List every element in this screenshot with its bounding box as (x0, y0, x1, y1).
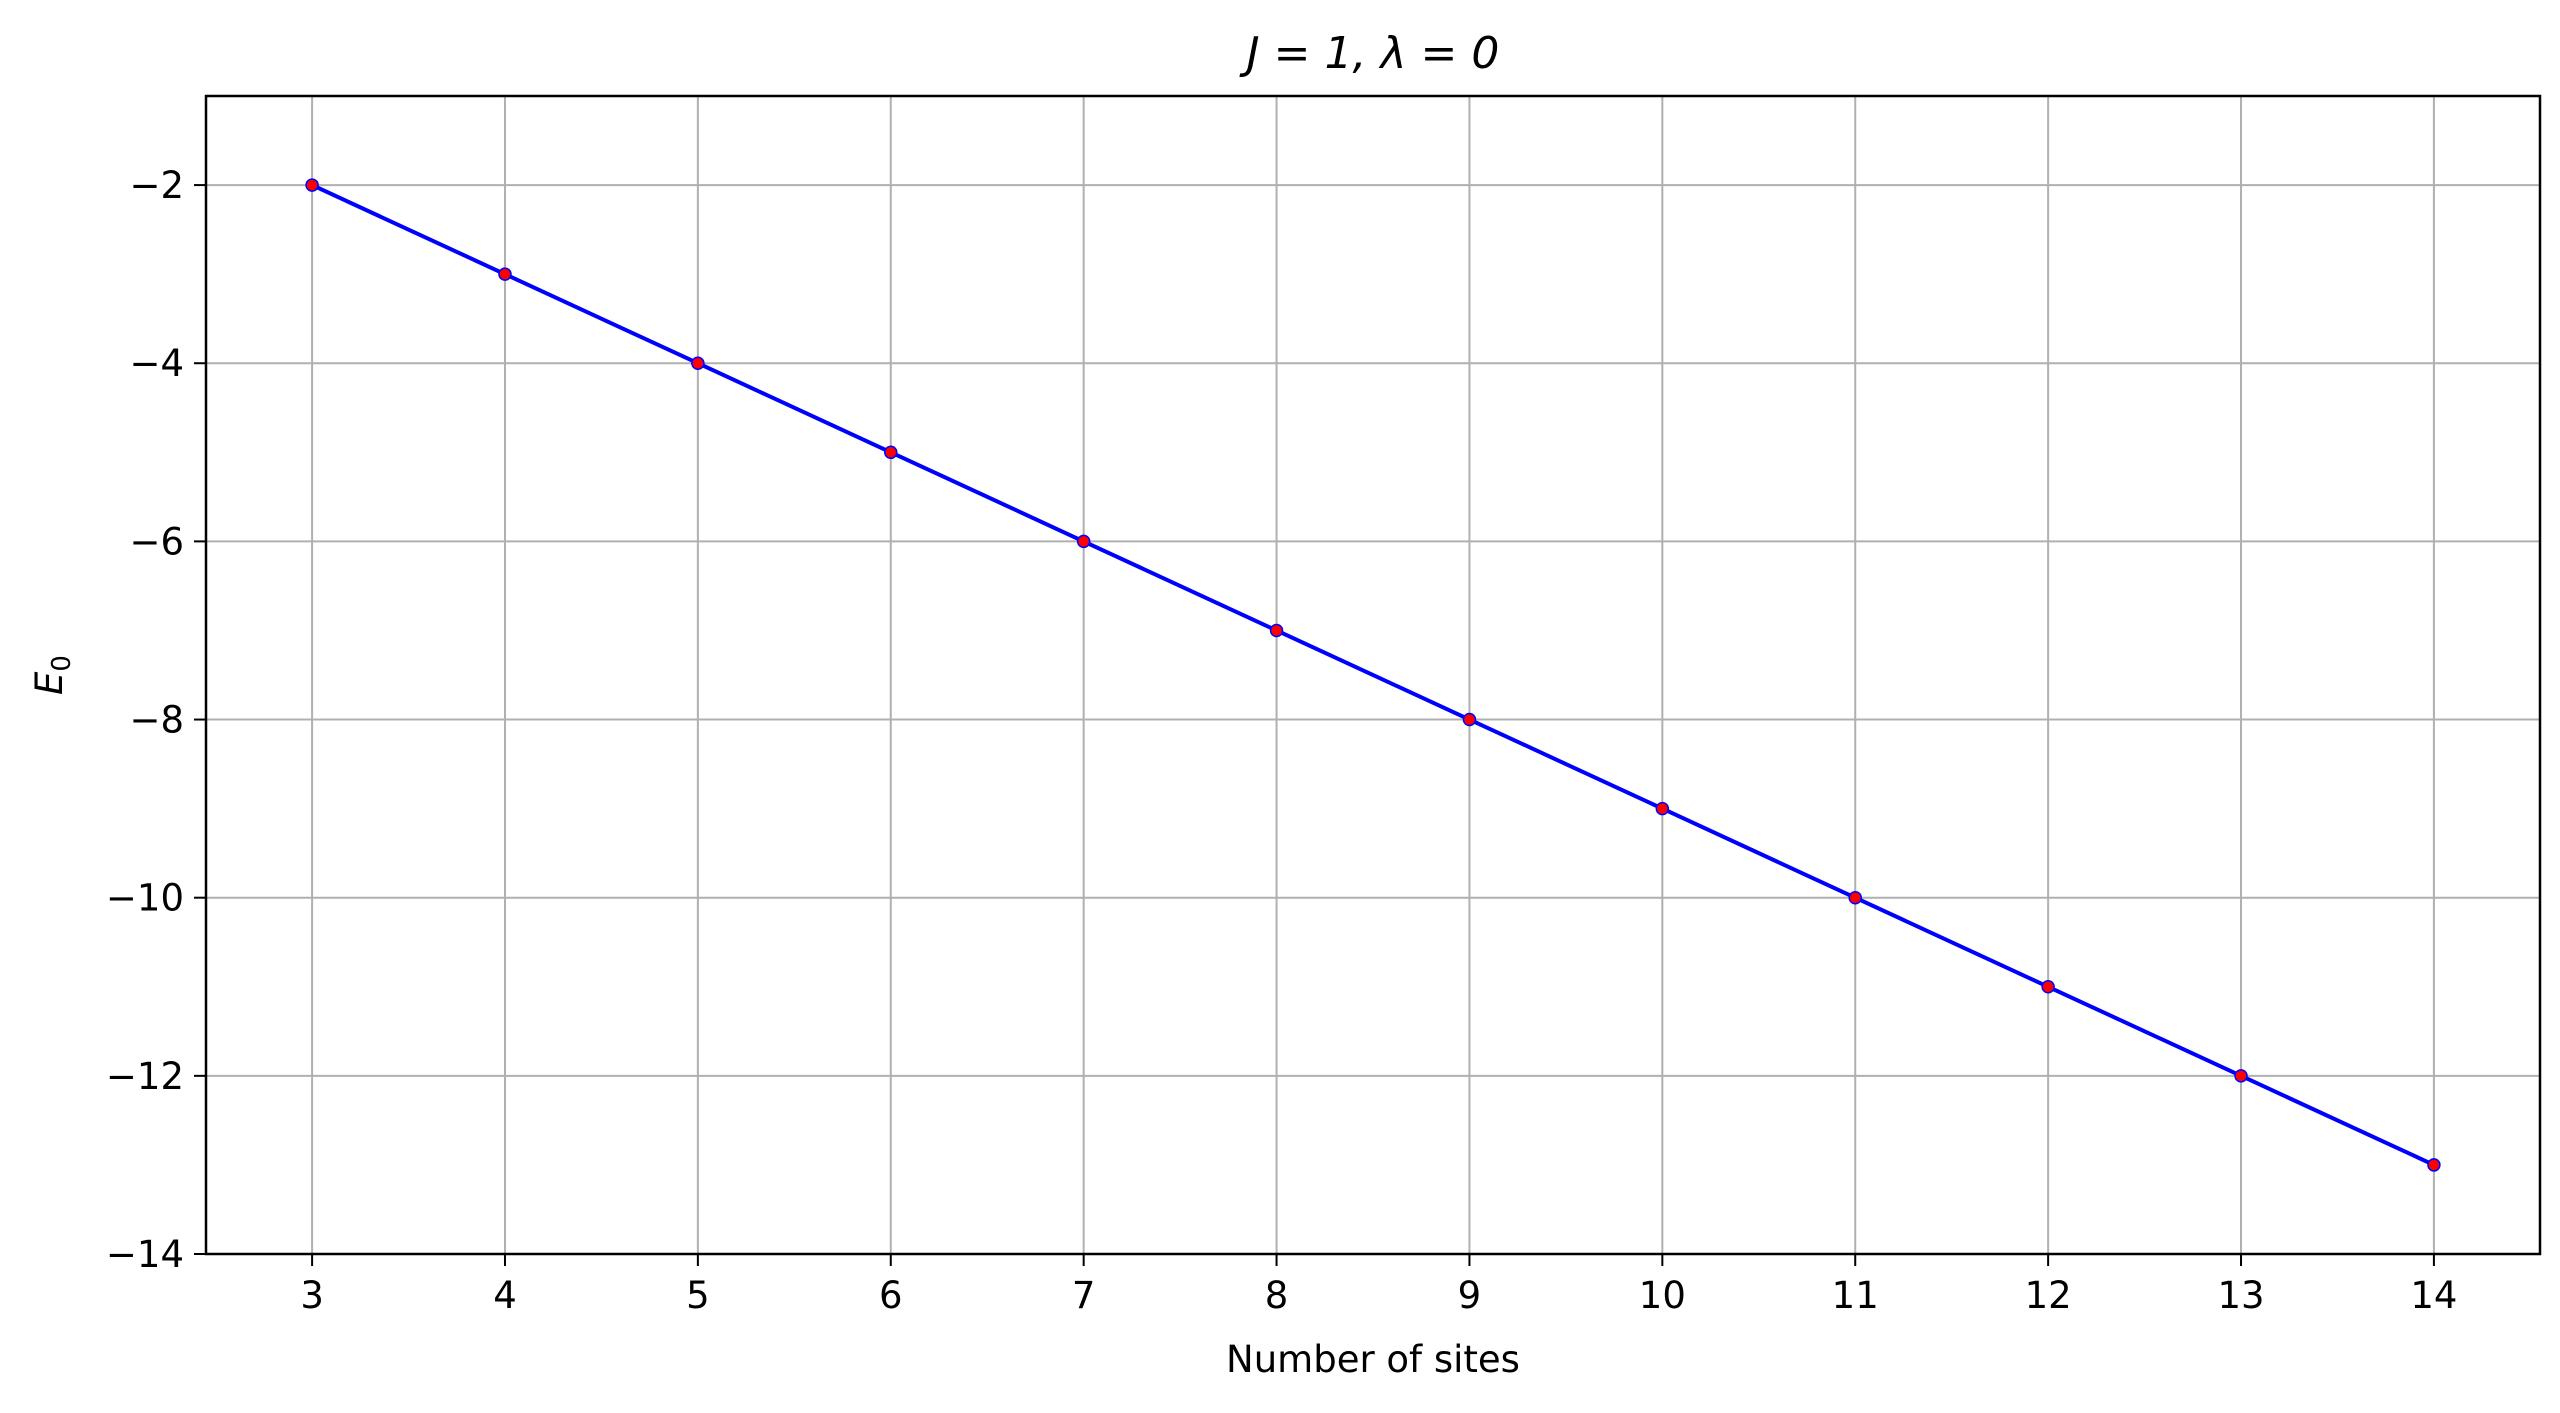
data-point (1655, 801, 1670, 816)
x-axis-label: Number of sites (1226, 1338, 1520, 1381)
y-axis-label-main: E (28, 671, 71, 695)
x-tick-label: 10 (1639, 1274, 1686, 1317)
data-point (2041, 980, 2055, 994)
ticks: 3 4 5 6 7 8 9 10 11 12 13 14 −14 −12 −10 −8 −6 −4 −2 (106, 164, 2458, 1317)
chart-title: J = 1, λ = 0 (1239, 28, 1500, 79)
data-point (1269, 623, 1284, 638)
x-tick-label: 12 (2025, 1274, 2072, 1317)
x-tick-label: 14 (2410, 1274, 2457, 1317)
data-point (884, 445, 898, 460)
y-tick-label: −8 (129, 699, 184, 742)
y-tick-label: −14 (106, 1233, 184, 1276)
data-point (2234, 1069, 2248, 1083)
data-point (2427, 1158, 2441, 1172)
y-tick-label: −4 (129, 342, 184, 385)
x-tick-label: 8 (1265, 1274, 1289, 1317)
series-line (311, 183, 2435, 1167)
data-point (691, 356, 705, 370)
x-tick-label: 6 (879, 1274, 903, 1317)
x-tick-label: 7 (1072, 1274, 1096, 1317)
data-point (498, 267, 512, 281)
x-tick-label: 13 (2217, 1274, 2264, 1317)
data-point (1848, 890, 1862, 905)
axes (204, 94, 2542, 1256)
y-tick-label: −10 (106, 877, 184, 920)
x-tick-label: 5 (686, 1274, 710, 1317)
data-point (305, 178, 319, 192)
data-point (1076, 534, 1091, 549)
y-tick-label: −6 (129, 520, 184, 563)
series-layer (305, 178, 2441, 1172)
plot-frame (204, 94, 2542, 1256)
x-tick-label: 11 (1832, 1274, 1879, 1317)
x-tick-label: 9 (1458, 1274, 1482, 1317)
y-tick-label: −2 (129, 164, 184, 207)
y-axis-label-subscript: 0 (47, 655, 77, 672)
x-tick-label: 3 (300, 1274, 324, 1317)
data-point (1462, 712, 1477, 727)
x-tick-label: 4 (493, 1274, 517, 1317)
y-axis-label: E0 (28, 655, 77, 695)
y-tick-label: −12 (106, 1055, 184, 1098)
